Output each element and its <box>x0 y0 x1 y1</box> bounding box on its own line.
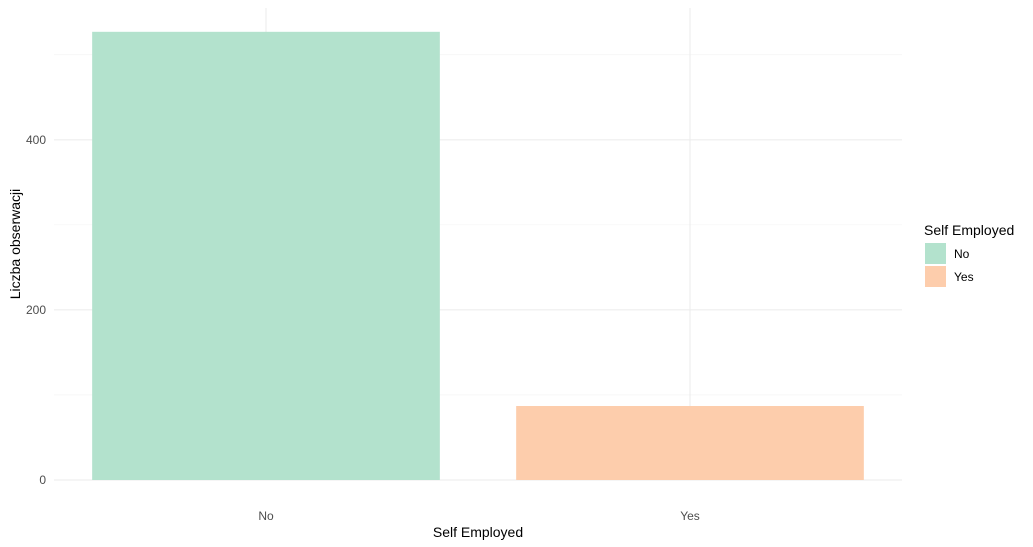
legend: Self Employed No Yes <box>924 222 1014 287</box>
y-tick-label-1: 200 <box>26 303 46 317</box>
bars <box>92 31 864 480</box>
legend-title: Self Employed <box>924 222 1014 238</box>
bar-yes <box>516 406 864 480</box>
y-axis-title: Liczba obserwacji <box>7 189 23 300</box>
y-tick-label-0: 0 <box>39 473 46 487</box>
x-axis-ticks: No Yes <box>258 509 699 523</box>
legend-key-yes <box>925 266 946 287</box>
x-tick-label-yes: Yes <box>680 509 700 523</box>
legend-label-no: No <box>954 247 970 261</box>
y-axis-ticks: 0 200 400 <box>26 133 46 487</box>
x-axis-title: Self Employed <box>433 524 523 540</box>
legend-key-no <box>925 243 946 264</box>
x-tick-label-no: No <box>258 509 274 523</box>
bar-no <box>92 31 440 480</box>
y-tick-label-2: 400 <box>26 133 46 147</box>
legend-label-yes: Yes <box>954 270 974 284</box>
